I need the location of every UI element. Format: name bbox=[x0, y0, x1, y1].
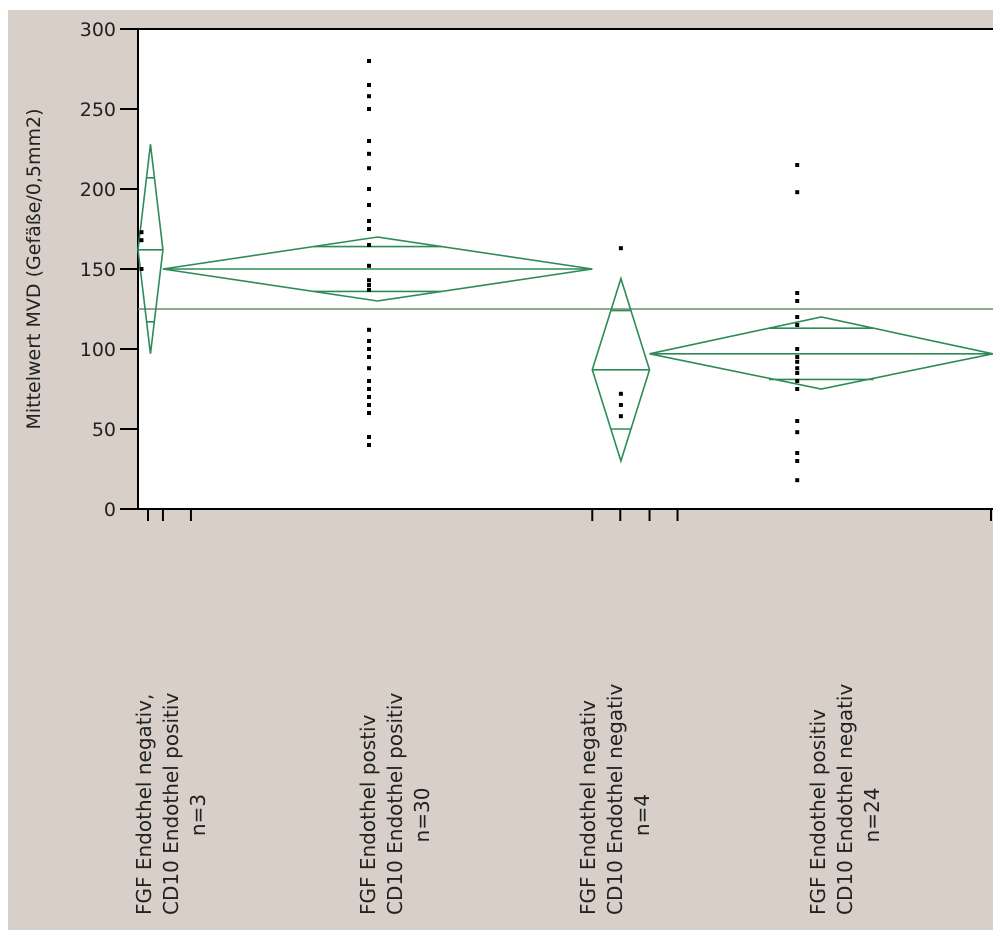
data-point bbox=[795, 371, 800, 375]
data-point bbox=[367, 187, 372, 191]
data-point bbox=[795, 430, 800, 435]
data-point bbox=[795, 379, 800, 383]
data-point bbox=[139, 238, 144, 243]
x-category-label-line: FGF Endothel negativ bbox=[576, 700, 600, 915]
x-category-label-line: FGF Endothel negativ, bbox=[132, 694, 156, 915]
data-point bbox=[367, 107, 372, 111]
data-point bbox=[367, 151, 372, 156]
y-tick-label: 150 bbox=[80, 259, 116, 281]
data-point bbox=[367, 327, 372, 332]
data-point bbox=[367, 83, 372, 87]
data-point bbox=[367, 59, 372, 63]
data-point bbox=[795, 190, 800, 195]
data-point bbox=[367, 411, 372, 415]
x-category-label: FGF Endothel positiv CD10 Endothel negati… bbox=[806, 684, 884, 915]
data-point bbox=[367, 379, 372, 383]
data-point bbox=[795, 291, 800, 295]
x-category-label-line: n=30 bbox=[410, 788, 434, 843]
diamond-group bbox=[137, 144, 164, 354]
data-point bbox=[367, 243, 372, 247]
diamond-group bbox=[649, 316, 993, 390]
x-category-label-line: n=3 bbox=[186, 794, 210, 836]
y-tick-label: 300 bbox=[80, 19, 116, 41]
data-point bbox=[795, 387, 800, 391]
data-point bbox=[367, 347, 372, 351]
data-point bbox=[367, 166, 372, 171]
diamond-group bbox=[591, 275, 651, 464]
data-point bbox=[618, 414, 623, 419]
data-point bbox=[367, 94, 372, 99]
data-point bbox=[795, 459, 800, 463]
data-point bbox=[367, 387, 372, 391]
diamond-group bbox=[162, 236, 593, 302]
data-point bbox=[795, 163, 800, 167]
x-category-label-line: FGF Endothel postiv bbox=[356, 714, 380, 915]
diamond bbox=[649, 316, 993, 390]
y-tick-label: 0 bbox=[104, 499, 116, 521]
data-point bbox=[367, 203, 372, 207]
data-point bbox=[367, 219, 372, 223]
y-tick-label: 100 bbox=[80, 339, 116, 361]
data-point bbox=[367, 443, 372, 447]
x-category-label-line: CD10 Endothel negativ bbox=[833, 684, 857, 915]
y-tick-label: 250 bbox=[80, 99, 116, 121]
x-category-label-line: FGF Endothel positiv bbox=[806, 709, 830, 915]
data-point bbox=[618, 246, 623, 251]
y-axis: 0 50 100 150 200 250 300 bbox=[80, 19, 993, 521]
data-point bbox=[618, 403, 623, 407]
x-category-label-line: n=4 bbox=[630, 794, 654, 836]
data-point bbox=[795, 323, 800, 327]
x-category-label-line: n=24 bbox=[860, 788, 884, 843]
data-point bbox=[139, 230, 144, 235]
data-point bbox=[367, 139, 372, 143]
data-point bbox=[795, 347, 800, 351]
data-point bbox=[367, 339, 372, 343]
data-point bbox=[367, 227, 372, 231]
x-category-label-line: CD10 Endothel positiv bbox=[159, 693, 183, 915]
data-point bbox=[795, 299, 800, 303]
y-tick-label: 200 bbox=[80, 179, 116, 201]
data-point bbox=[795, 451, 800, 455]
data-point bbox=[367, 283, 372, 287]
data-point bbox=[795, 478, 800, 483]
data-point bbox=[618, 391, 623, 396]
y-tick-label: 50 bbox=[92, 419, 116, 441]
x-category-label-line: CD10 Endothel negativ bbox=[603, 684, 627, 915]
data-point bbox=[367, 355, 372, 359]
x-category-label-line: CD10 Endothel positiv bbox=[383, 693, 407, 915]
data-point bbox=[367, 278, 372, 283]
diamonds-layer bbox=[137, 144, 993, 464]
data-point bbox=[795, 366, 800, 371]
points-layer bbox=[139, 59, 800, 483]
x-category-label: FGF Endothel negativ, CD10 Endothel posit… bbox=[132, 693, 210, 915]
data-point bbox=[795, 315, 800, 319]
data-point bbox=[367, 263, 372, 268]
data-point bbox=[367, 435, 372, 439]
data-point bbox=[367, 287, 372, 292]
data-point bbox=[367, 403, 372, 407]
x-category-label: FGF Endothel postiv CD10 Endothel positiv… bbox=[356, 693, 434, 915]
data-point bbox=[795, 419, 800, 423]
data-point bbox=[367, 366, 372, 371]
y-axis-label: Mittelwert MVD (Gefäße/0,5mm2) bbox=[23, 108, 45, 429]
data-point bbox=[139, 267, 144, 271]
data-point bbox=[795, 359, 800, 364]
data-point bbox=[367, 395, 372, 399]
x-category-label: FGF Endothel negativ CD10 Endothel negati… bbox=[576, 684, 654, 915]
x-axis bbox=[120, 508, 993, 521]
x-category-labels: FGF Endothel negativ, CD10 Endothel posit… bbox=[132, 684, 884, 915]
data-point bbox=[795, 355, 800, 359]
